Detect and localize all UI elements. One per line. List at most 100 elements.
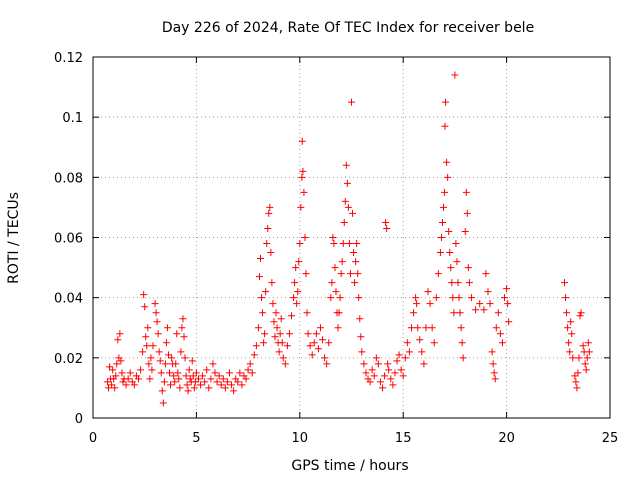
- data-point: [465, 279, 473, 287]
- data-point: [561, 279, 569, 287]
- data-point: [297, 203, 305, 211]
- data-point: [397, 366, 405, 374]
- data-point: [130, 381, 138, 389]
- data-point: [124, 375, 132, 383]
- data-point: [244, 366, 252, 374]
- data-point: [283, 342, 291, 350]
- data-point: [459, 354, 467, 362]
- data-point: [298, 137, 306, 145]
- data-point: [482, 270, 490, 278]
- data-point: [321, 354, 329, 362]
- data-point: [424, 288, 432, 296]
- data-point: [480, 306, 488, 314]
- data-point: [379, 384, 387, 392]
- x-tick-label: 10: [292, 431, 309, 446]
- data-point: [173, 330, 181, 338]
- data-point: [144, 324, 152, 332]
- data-point: [458, 339, 466, 347]
- data-point: [197, 381, 205, 389]
- data-point: [562, 294, 570, 302]
- data-point: [454, 279, 462, 287]
- data-point: [414, 324, 422, 332]
- data-point: [501, 294, 509, 302]
- data-point: [437, 234, 445, 241]
- data-point: [496, 330, 504, 338]
- data-point: [190, 384, 198, 392]
- data-point: [157, 369, 165, 377]
- data-point: [401, 354, 409, 362]
- data-point: [494, 309, 502, 317]
- data-point: [163, 324, 171, 332]
- data-point: [316, 324, 324, 332]
- data-point: [126, 369, 134, 377]
- data-point: [213, 378, 221, 386]
- data-point: [137, 366, 145, 374]
- y-tick-label: 0.08: [54, 171, 83, 186]
- data-point: [442, 98, 450, 106]
- data-point: [164, 351, 172, 359]
- y-axis-label: ROTI / TECUs: [6, 192, 22, 284]
- data-point: [498, 339, 506, 347]
- data-point: [140, 291, 148, 299]
- data-point: [293, 300, 301, 308]
- data-point: [344, 203, 352, 211]
- data-point: [462, 188, 470, 196]
- data-point: [310, 339, 318, 347]
- data-point: [337, 270, 345, 278]
- data-point: [360, 360, 368, 368]
- data-point: [117, 357, 125, 365]
- data-point: [149, 342, 157, 350]
- data-point: [279, 354, 287, 362]
- data-point: [484, 288, 492, 296]
- data-point: [374, 360, 382, 368]
- data-point: [381, 372, 389, 380]
- data-point: [335, 309, 343, 317]
- data-point: [142, 333, 150, 341]
- data-point: [399, 372, 407, 380]
- data-point: [109, 366, 117, 374]
- data-point: [281, 360, 289, 368]
- data-point: [451, 71, 459, 79]
- y-tick-label: 0.1: [62, 111, 83, 126]
- data-point: [277, 315, 285, 323]
- data-point: [488, 348, 496, 356]
- data-point: [568, 330, 576, 338]
- data-point: [456, 309, 464, 317]
- data-point: [153, 318, 161, 326]
- data-point: [278, 339, 286, 347]
- data-point: [116, 330, 124, 338]
- data-point: [410, 309, 418, 317]
- data-point: [215, 372, 223, 380]
- data-point: [407, 324, 415, 332]
- data-point: [492, 324, 500, 332]
- data-point: [366, 378, 374, 386]
- data-point: [434, 270, 442, 278]
- data-point: [246, 360, 254, 368]
- data-point: [457, 324, 465, 332]
- data-point: [581, 360, 589, 368]
- data-point: [387, 375, 395, 383]
- data-point: [139, 348, 147, 356]
- data-point: [156, 357, 164, 365]
- data-point: [447, 264, 455, 272]
- data-point: [167, 381, 175, 389]
- data-point: [301, 234, 309, 241]
- data-point: [463, 209, 471, 217]
- data-point: [141, 303, 149, 311]
- data-point: [170, 372, 178, 380]
- data-point: [177, 348, 185, 356]
- data-point: [162, 339, 170, 347]
- data-point: [332, 288, 340, 296]
- data-point: [577, 309, 585, 317]
- data-point: [384, 360, 392, 368]
- data-point: [331, 264, 339, 272]
- data-point: [342, 161, 350, 169]
- data-point: [290, 294, 298, 302]
- data-point: [448, 279, 456, 287]
- data-point: [270, 318, 278, 326]
- data-point: [211, 369, 219, 377]
- data-point: [461, 227, 469, 235]
- data-point: [355, 294, 363, 302]
- data-point: [217, 381, 225, 389]
- data-point: [569, 354, 577, 362]
